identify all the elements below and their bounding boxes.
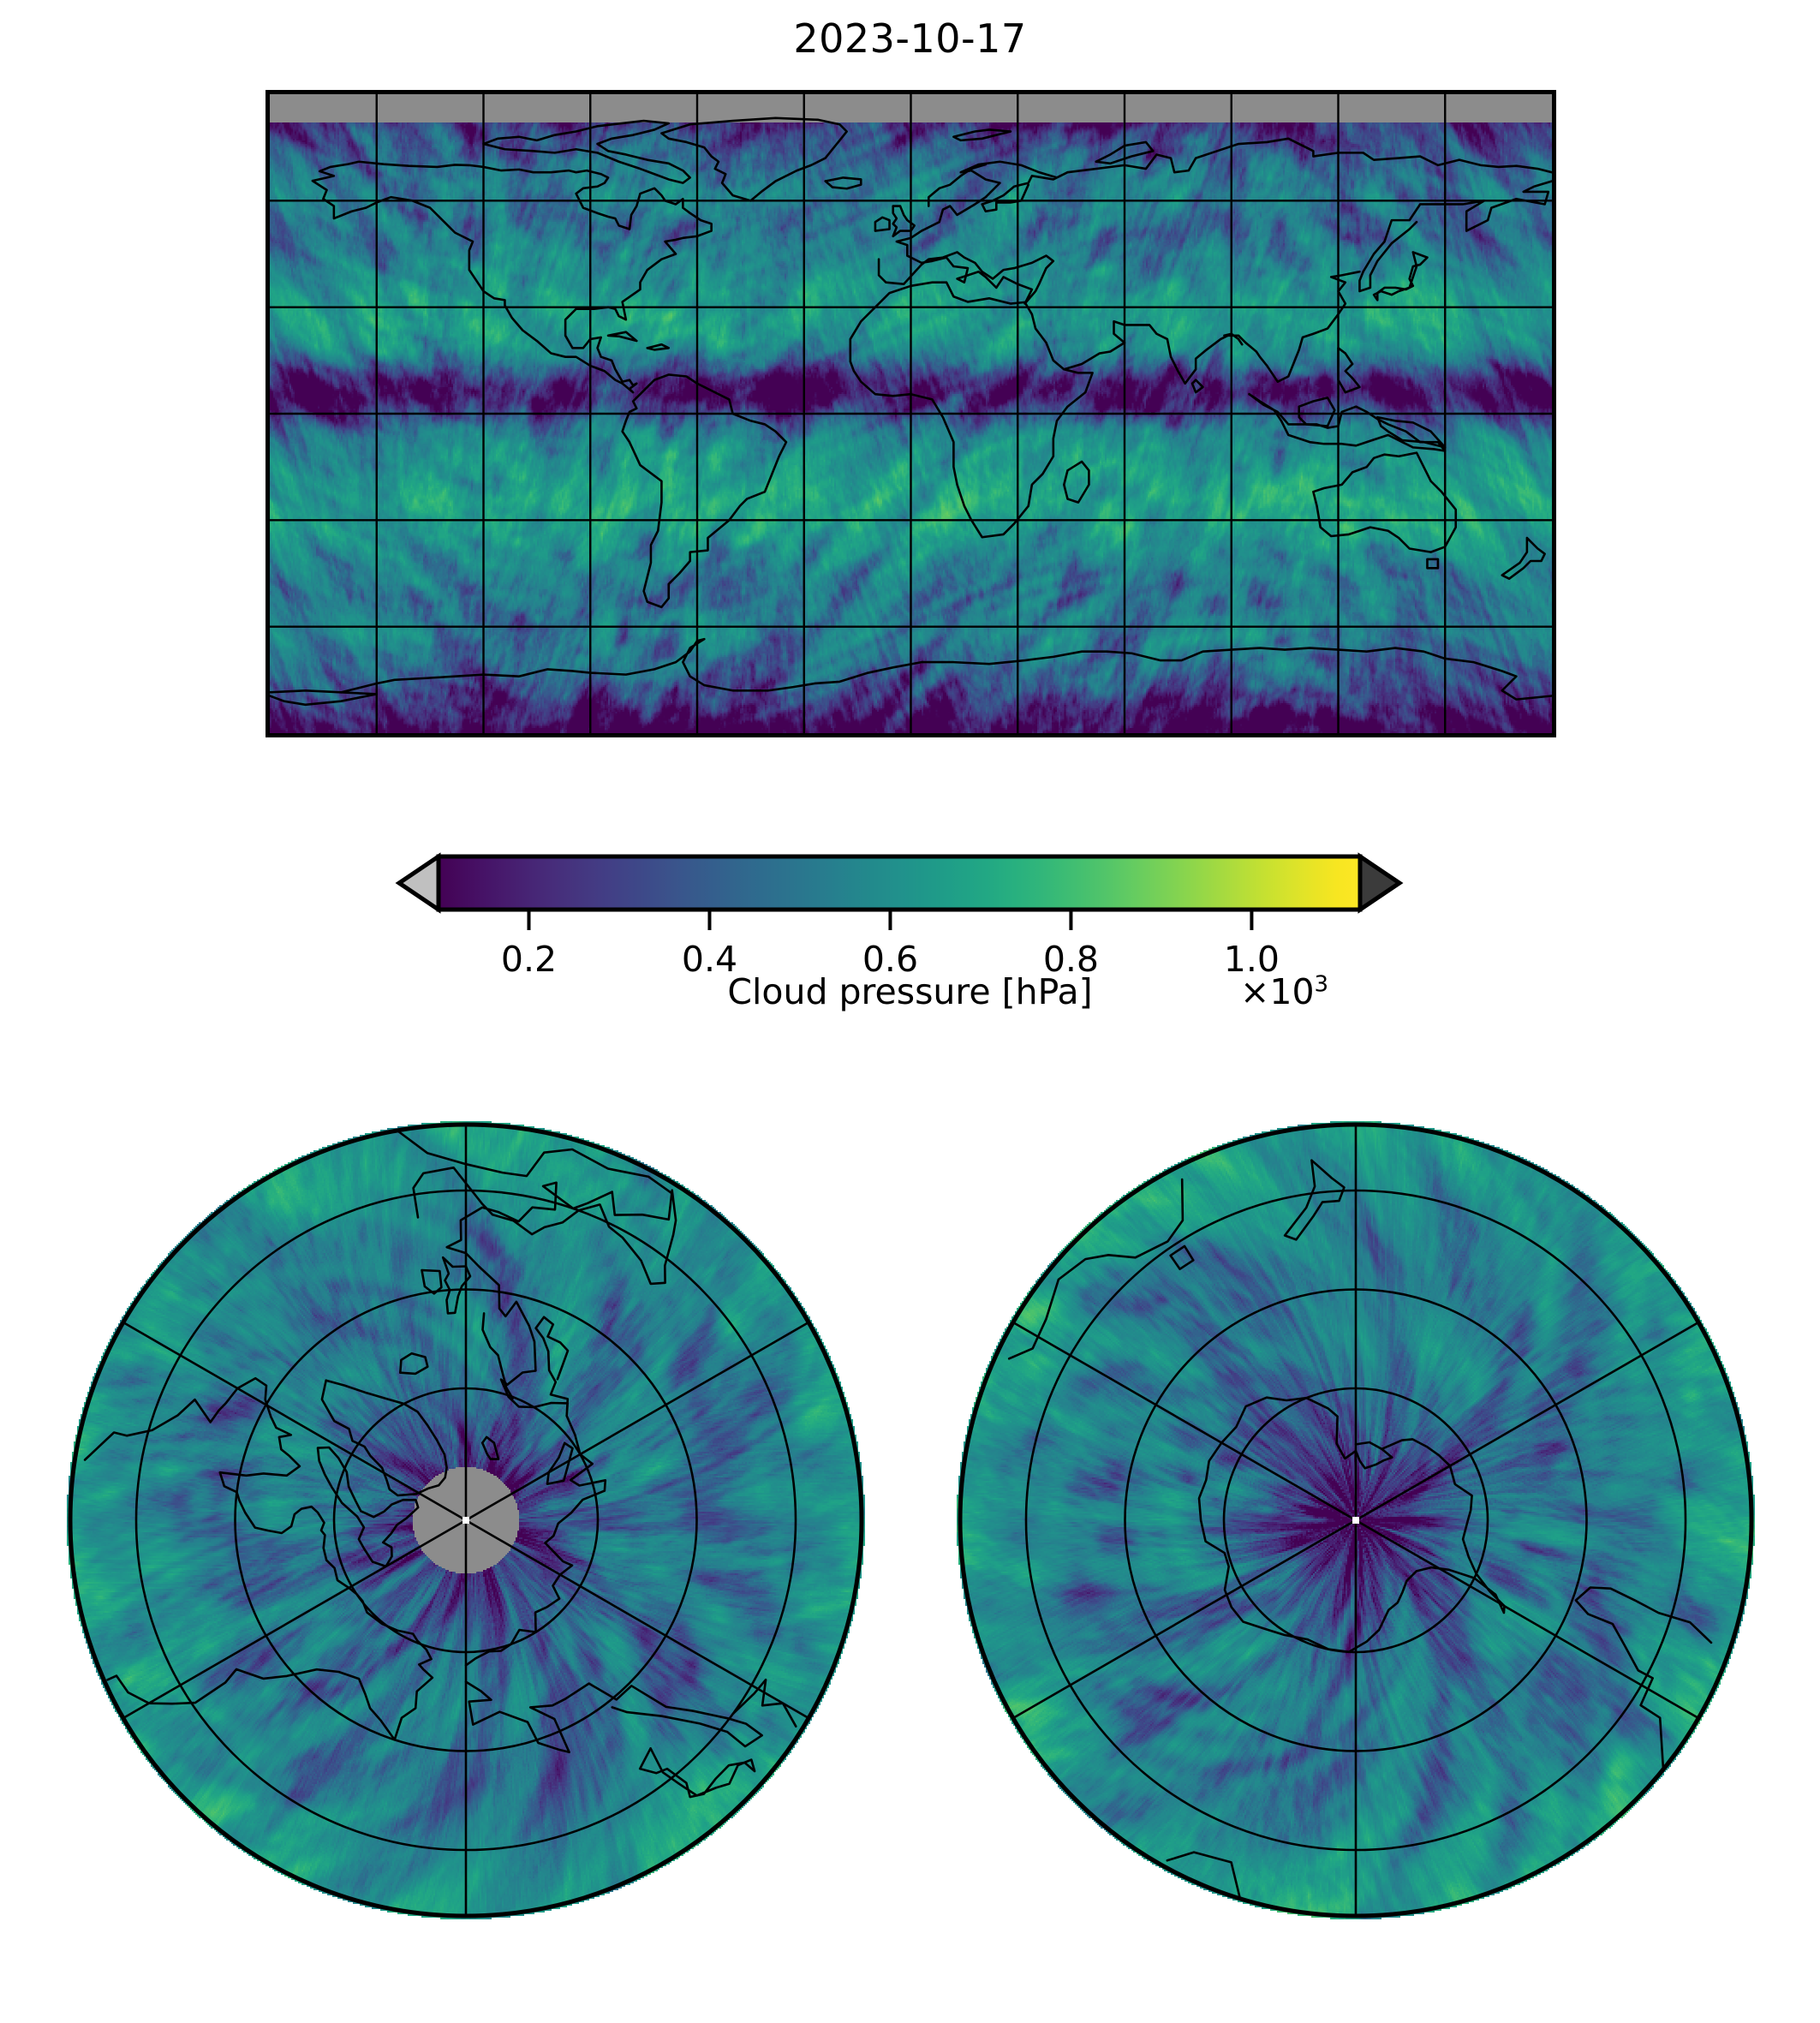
colorbar-over-extend <box>1358 852 1404 914</box>
coastline <box>638 1747 756 1799</box>
colorbar-axis-label: Cloud pressure [hPa] <box>727 971 1093 1012</box>
coastline <box>464 1680 763 1754</box>
coastline <box>1197 1396 1506 1654</box>
colorbar-tick-label: 0.6 <box>862 939 918 975</box>
colorbar[interactable]: 0.2 0.4 0.6 0.8 1.0 Cloud pressure [hPa] ×10… <box>0 846 1820 1030</box>
coastline <box>1169 1244 1195 1270</box>
colorbar-offset-label: ×103 <box>1240 971 1328 1012</box>
coastline <box>1354 1447 1393 1470</box>
north-polar-overlay <box>68 1122 864 1919</box>
page-title: 2023-10-17 <box>793 15 1027 62</box>
coastline <box>1166 1851 1242 1901</box>
coastline <box>421 1268 443 1295</box>
colorbar-offset-prefix: ×10 <box>1240 971 1315 1012</box>
coastline <box>441 1256 472 1315</box>
coastline <box>396 1129 672 1194</box>
global-gridlines <box>270 94 1552 733</box>
coastline <box>316 1446 420 1568</box>
colorbar-gradient-bar[interactable] <box>436 854 1363 912</box>
north-polar-stereographic-map[interactable] <box>67 1121 865 1919</box>
map-boundary <box>68 1122 864 1919</box>
south-polar-stereographic-map[interactable] <box>957 1121 1755 1919</box>
coastline <box>399 1352 429 1376</box>
colorbar-scale[interactable]: 0.2 0.4 0.6 0.8 1.0 <box>0 846 1820 975</box>
pole-marker <box>462 1517 469 1524</box>
coastline <box>481 1312 514 1399</box>
colorbar-tick-label: 1.0 <box>1224 939 1280 975</box>
coastline <box>546 1441 574 1485</box>
colorbar-tick-label: 0.4 <box>682 939 737 975</box>
coastline <box>464 1414 607 1667</box>
global-equirectangular-map[interactable] <box>266 90 1556 737</box>
coastline <box>1007 1178 1184 1360</box>
colorbar-offset-exponent: 3 <box>1314 971 1329 998</box>
map-boundary <box>958 1122 1754 1919</box>
coastline <box>1574 1586 1713 1770</box>
coastline <box>1283 1159 1346 1241</box>
coastline <box>320 1379 448 1497</box>
pole-marker <box>1352 1517 1359 1524</box>
coastline <box>731 1678 797 1728</box>
south-polar-overlay <box>958 1122 1754 1919</box>
colorbar-tick-label: 0.8 <box>1043 939 1099 975</box>
coastline <box>83 1376 434 1741</box>
colorbar-tick-label: 0.2 <box>501 939 557 975</box>
coastline <box>412 1167 677 1417</box>
colorbar-under-extend <box>395 852 441 914</box>
coastline <box>480 1435 500 1460</box>
